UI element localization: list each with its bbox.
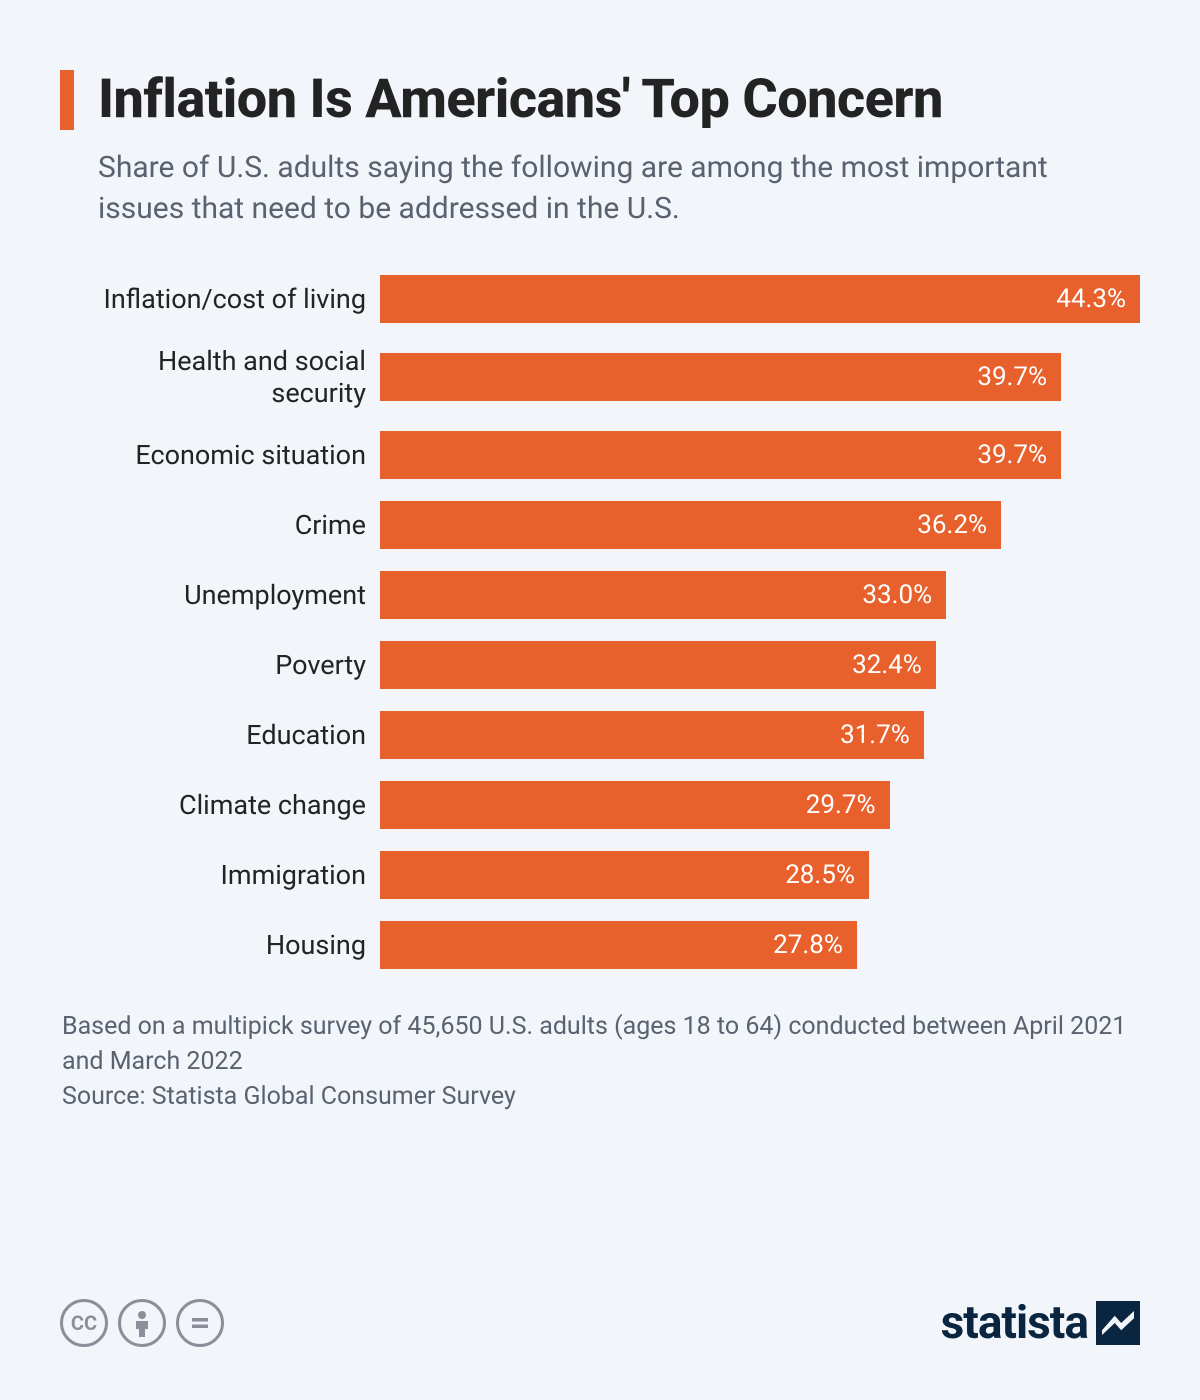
bar-track: 29.7% [380,781,1140,829]
bar: 44.3% [380,275,1140,323]
cc-icon: CC [60,1299,108,1347]
statista-logo: statista [941,1296,1140,1350]
chart-row: Crime36.2% [60,501,1140,549]
page-title: Inflation Is Americans' Top Concern [98,70,943,130]
by-icon [118,1299,166,1347]
bar-track: 39.7% [380,431,1140,479]
bar-track: 39.7% [380,353,1140,401]
page-subtitle: Share of U.S. adults saying the followin… [98,148,1140,229]
chart-row: Unemployment33.0% [60,571,1140,619]
chart-row: Health and social security39.7% [60,345,1140,409]
category-label: Education [60,719,380,751]
chart-row: Economic situation39.7% [60,431,1140,479]
header: Inflation Is Americans' Top Concern [60,70,1140,130]
bar-track: 36.2% [380,501,1140,549]
category-label: Poverty [60,649,380,681]
footnote-source: Source: Statista Global Consumer Survey [62,1079,1140,1114]
bar: 31.7% [380,711,924,759]
bar-chart: Inflation/cost of living44.3%Health and … [60,275,1140,969]
category-label: Inflation/cost of living [60,283,380,315]
bar: 36.2% [380,501,1001,549]
category-label: Housing [60,929,380,961]
statista-logo-text: statista [941,1296,1088,1350]
cc-license-group: CC [60,1299,224,1347]
nd-icon [176,1299,224,1347]
category-label: Crime [60,509,380,541]
chart-row: Immigration28.5% [60,851,1140,899]
bar-track: 28.5% [380,851,1140,899]
bar: 39.7% [380,353,1061,401]
bar-track: 31.7% [380,711,1140,759]
chart-row: Climate change29.7% [60,781,1140,829]
bar: 28.5% [380,851,869,899]
category-label: Climate change [60,789,380,821]
chart-row: Education31.7% [60,711,1140,759]
bar: 27.8% [380,921,857,969]
bar: 32.4% [380,641,936,689]
bar: 39.7% [380,431,1061,479]
category-label: Immigration [60,859,380,891]
category-label: Unemployment [60,579,380,611]
category-label: Economic situation [60,439,380,471]
accent-bar [60,70,74,130]
chart-row: Inflation/cost of living44.3% [60,275,1140,323]
footer: CC statista [60,1296,1140,1350]
bar-track: 32.4% [380,641,1140,689]
bar-track: 44.3% [380,275,1140,323]
footnote: Based on a multipick survey of 45,650 U.… [62,1009,1140,1114]
bar: 33.0% [380,571,946,619]
category-label: Health and social security [60,345,380,409]
bar: 29.7% [380,781,890,829]
footnote-methodology: Based on a multipick survey of 45,650 U.… [62,1009,1140,1079]
statista-logo-mark-icon [1096,1301,1140,1345]
bar-track: 33.0% [380,571,1140,619]
chart-row: Poverty32.4% [60,641,1140,689]
chart-row: Housing27.8% [60,921,1140,969]
bar-track: 27.8% [380,921,1140,969]
